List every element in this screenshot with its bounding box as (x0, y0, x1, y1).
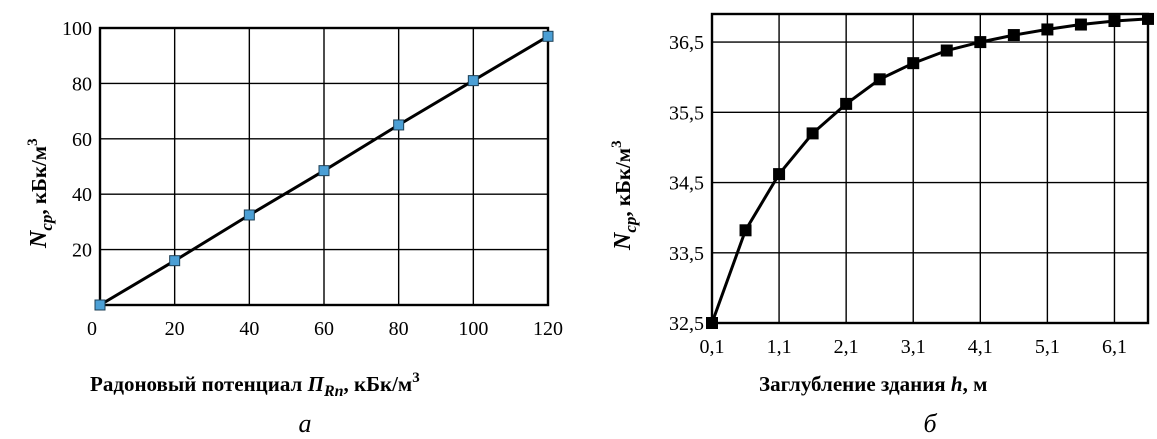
chart-b-y-tick-label: 36,5 (669, 32, 704, 54)
chart-b-y-tick-labels: 32,5 33,5 34,5 35,5 36,5 (669, 32, 704, 335)
chart-a-y-tick-labels: 20 40 60 80 100 (62, 18, 92, 262)
chart-b-data-point (739, 224, 752, 237)
chart-a-plot-frame (98, 26, 550, 307)
chart-b-data-point (1074, 18, 1087, 31)
chart-a-y-tick-label: 100 (62, 18, 92, 40)
chart-b-x-axis-title: Заглубление здания h, м (759, 372, 987, 396)
chart-a-x-tick-label: 100 (458, 318, 488, 340)
chart-b-y-tick-label: 32,5 (669, 313, 704, 335)
chart-a-x-tick-label: 20 (165, 318, 185, 340)
chart-b-x-tick-label: 2,1 (834, 336, 859, 358)
chart-a-markers (94, 30, 554, 311)
chart-a-y-tick-label: 40 (72, 184, 92, 206)
chart-b-x-tick-label: 0,1 (700, 336, 725, 358)
chart-a-x-tick-label: 40 (239, 318, 259, 340)
chart-b-data-point (940, 44, 953, 57)
chart-b-y-tick-label: 35,5 (669, 102, 704, 124)
chart-b-data-point (907, 57, 920, 70)
chart-b-x-tick-label: 5,1 (1035, 336, 1060, 358)
chart-b-data-point (1041, 23, 1054, 36)
chart-a-gridlines (98, 26, 550, 307)
chart-a-y-axis-title: Nср, кБк/м3 (25, 138, 56, 249)
chart-b-x-tick-labels: 0,1 1,1 2,1 3,1 4,1 5,1 6,1 (700, 336, 1127, 358)
chart-a: 0 20 40 60 80 100 120 20 40 60 80 100 Радоновый по… (25, 18, 563, 438)
chart-b-data-point (1142, 12, 1154, 25)
chart-b-x-tick-label: 1,1 (767, 336, 792, 358)
chart-b-panel-label: б (923, 409, 937, 438)
chart-b-data-point (974, 36, 987, 49)
chart-a-data-point (169, 255, 181, 267)
chart-a-x-tick-label: 120 (533, 318, 563, 340)
chart-b: 0,1 1,1 2,1 3,1 4,1 5,1 6,1 32,5 33,5 34,5 35,5 36… (609, 12, 1154, 438)
chart-a-data-point (318, 165, 330, 177)
chart-b-data-point (873, 73, 886, 86)
chart-a-x-axis-title: Радоновый потенциал ПRn, кБк/м3 (90, 370, 420, 400)
chart-a-y-tick-label: 80 (72, 73, 92, 95)
chart-a-data-point (542, 30, 554, 42)
chart-a-x-tick-label: 80 (389, 318, 409, 340)
chart-a-panel-label: а (299, 409, 312, 438)
chart-b-data-point (840, 97, 853, 110)
chart-b-data-point (1108, 15, 1121, 28)
chart-a-data-point (94, 299, 106, 311)
chart-a-y-tick-label: 20 (72, 240, 92, 262)
chart-b-data-point (773, 168, 786, 181)
chart-a-data-point (393, 119, 405, 131)
chart-a-y-tick-label: 60 (72, 129, 92, 151)
chart-b-data-point (806, 127, 819, 140)
chart-b-gridlines (710, 12, 1150, 325)
chart-a-data-point (243, 209, 255, 221)
chart-a-data-point (467, 75, 479, 87)
chart-a-x-tick-label: 0 (87, 318, 97, 340)
chart-b-y-axis-title: Nср, кБк/м3 (609, 140, 640, 251)
chart-b-markers (706, 12, 1154, 329)
chart-b-x-tick-label: 6,1 (1102, 336, 1127, 358)
chart-b-y-tick-label: 33,5 (669, 243, 704, 265)
chart-b-data-point (706, 317, 718, 329)
chart-a-x-tick-label: 60 (314, 318, 334, 340)
chart-b-x-tick-label: 4,1 (968, 336, 993, 358)
chart-b-data-point (1007, 29, 1020, 42)
chart-a-x-tick-labels: 0 20 40 60 80 100 120 (87, 318, 563, 340)
chart-b-plot-frame (710, 12, 1150, 325)
chart-b-x-tick-label: 3,1 (901, 336, 926, 358)
chart-b-y-tick-label: 34,5 (669, 173, 704, 195)
